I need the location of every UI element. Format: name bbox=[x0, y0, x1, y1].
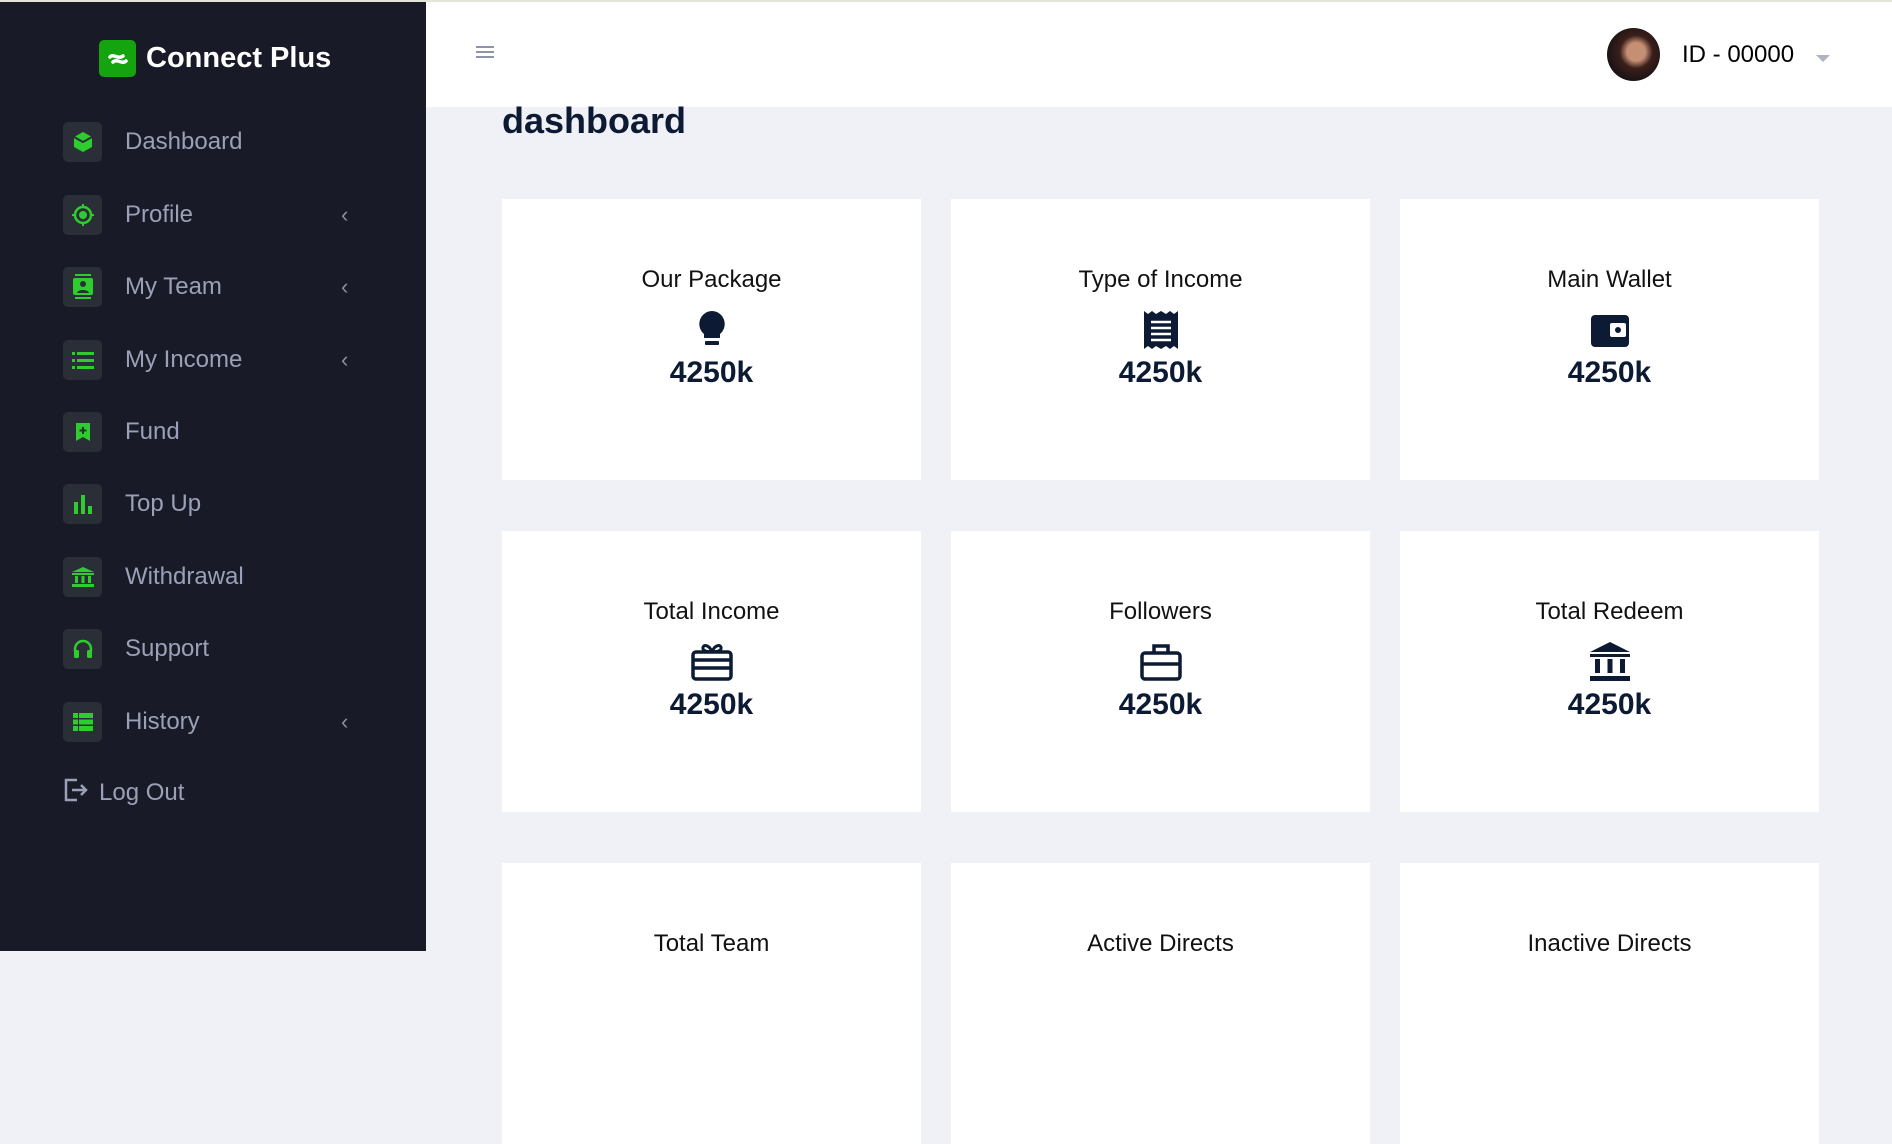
sidebar: Connect Plus Dashboard Profile ‹ My Team… bbox=[0, 0, 426, 951]
chevron-left-icon: ‹ bbox=[341, 202, 349, 227]
sidebar-item-label: Profile bbox=[125, 201, 194, 228]
caret-down-icon bbox=[1816, 55, 1831, 62]
stat-card-total-team: Total Team bbox=[502, 863, 921, 1144]
card-title: Total Team bbox=[653, 930, 770, 957]
bookmark-icon bbox=[63, 412, 102, 452]
chevron-left-icon: ‹ bbox=[341, 274, 349, 299]
card-value: 4250k bbox=[669, 356, 754, 389]
card-title: Main Wallet bbox=[1547, 266, 1672, 293]
sidebar-item-support[interactable]: Support bbox=[63, 629, 363, 669]
sidebar-item-label: Support bbox=[125, 635, 210, 662]
lightbulb-icon bbox=[502, 308, 921, 352]
crosshair-icon bbox=[63, 195, 102, 235]
sidebar-item-top-up[interactable]: Top Up bbox=[63, 484, 363, 524]
sidebar-item-label: My Team bbox=[125, 273, 222, 300]
sidebar-item-label: History bbox=[125, 708, 200, 735]
sidebar-item-my-team[interactable]: My Team ‹ bbox=[63, 267, 363, 307]
sidebar-item-dashboard[interactable]: Dashboard bbox=[63, 122, 363, 162]
headset-icon bbox=[63, 629, 102, 669]
avatar bbox=[1607, 28, 1660, 81]
sidebar-item-label: Dashboard bbox=[125, 128, 243, 155]
sidebar-item-label: My Income bbox=[125, 346, 243, 373]
top-header: ID - 00000 bbox=[426, 2, 1892, 107]
sidebar-item-withdrawal[interactable]: Withdrawal bbox=[63, 557, 363, 597]
user-menu[interactable]: ID - 00000 bbox=[1607, 28, 1831, 81]
card-title: Total Income bbox=[643, 598, 780, 625]
contact-card-icon bbox=[63, 267, 102, 307]
card-value: 4250k bbox=[669, 688, 754, 721]
card-title: Our Package bbox=[641, 266, 782, 293]
sidebar-item-fund[interactable]: Fund bbox=[63, 412, 363, 452]
logout-label: Log Out bbox=[99, 778, 185, 806]
stat-card-active-directs: Active Directs bbox=[951, 863, 1370, 1144]
brand-name: Connect Plus bbox=[146, 42, 332, 74]
stat-card-total-income: Total Income 4250k bbox=[502, 531, 921, 812]
card-value: 4250k bbox=[1567, 688, 1652, 721]
card-value: 4250k bbox=[1118, 356, 1203, 389]
sidebar-item-label: Withdrawal bbox=[125, 563, 244, 590]
card-title: Inactive Directs bbox=[1527, 930, 1692, 957]
sidebar-item-my-income[interactable]: My Income ‹ bbox=[63, 340, 363, 380]
bank-icon bbox=[63, 557, 102, 597]
wallet-icon bbox=[1400, 308, 1819, 352]
stat-card-inactive-directs: Inactive Directs bbox=[1400, 863, 1819, 1144]
stat-card-type-of-income: Type of Income 4250k bbox=[951, 199, 1370, 480]
stat-card-main-wallet: Main Wallet 4250k bbox=[1400, 199, 1819, 480]
hamburger-menu-icon[interactable] bbox=[476, 46, 494, 58]
table-icon bbox=[63, 702, 102, 742]
stat-card-followers: Followers 4250k bbox=[951, 531, 1370, 812]
bar-chart-icon bbox=[63, 484, 102, 524]
receipt-icon bbox=[951, 308, 1370, 352]
cube-icon bbox=[63, 122, 102, 162]
card-title: Total Redeem bbox=[1535, 598, 1684, 625]
card-value: 4250k bbox=[1118, 688, 1203, 721]
card-title: Type of Income bbox=[1078, 266, 1243, 293]
sidebar-item-label: Fund bbox=[125, 418, 180, 445]
user-id: ID - 00000 bbox=[1682, 40, 1795, 68]
card-title: Followers bbox=[1109, 598, 1212, 625]
logo-icon bbox=[99, 40, 136, 77]
list-icon bbox=[63, 340, 102, 380]
stat-card-total-redeem: Total Redeem 4250k bbox=[1400, 531, 1819, 812]
brand-logo[interactable]: Connect Plus bbox=[99, 40, 331, 77]
sidebar-item-history[interactable]: History ‹ bbox=[63, 702, 363, 742]
logout-button[interactable]: Log Out bbox=[63, 776, 184, 809]
briefcase-icon bbox=[951, 640, 1370, 684]
card-title: Active Directs bbox=[1087, 930, 1234, 957]
stat-card-our-package: Our Package 4250k bbox=[502, 199, 921, 480]
page-title: dashboard bbox=[502, 100, 687, 141]
sidebar-item-label: Top Up bbox=[125, 490, 202, 517]
window-top-border bbox=[0, 0, 1892, 2]
chevron-left-icon: ‹ bbox=[341, 709, 349, 734]
bank-icon bbox=[1400, 640, 1819, 684]
gift-card-icon bbox=[502, 640, 921, 684]
chevron-left-icon: ‹ bbox=[341, 347, 349, 372]
card-value: 4250k bbox=[1567, 356, 1652, 389]
sidebar-item-profile[interactable]: Profile ‹ bbox=[63, 195, 363, 235]
logout-icon bbox=[63, 776, 89, 809]
